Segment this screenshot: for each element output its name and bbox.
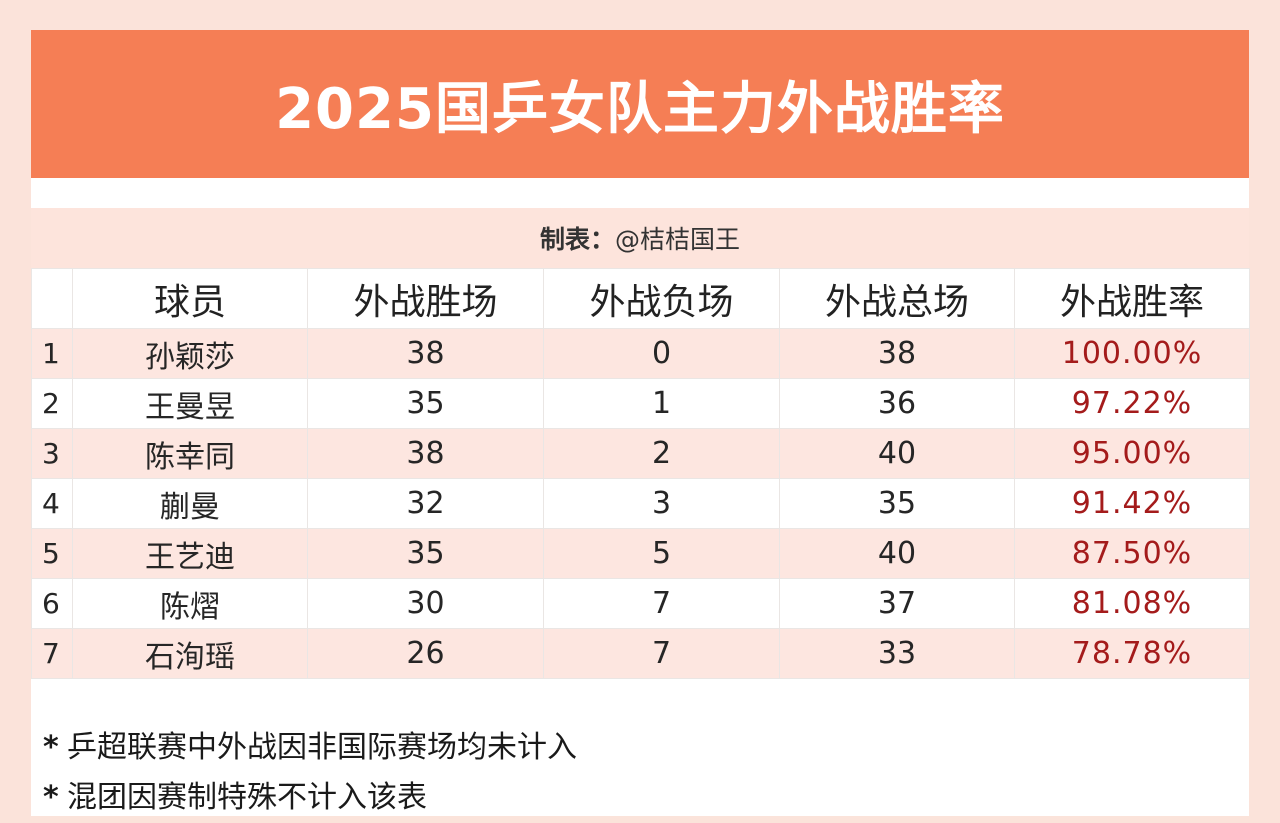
cell-wins: 32 — [307, 478, 544, 529]
cell-player: 蒯曼 — [72, 478, 308, 529]
cell-player: 陈幸同 — [72, 428, 308, 479]
cell-player: 王艺迪 — [72, 528, 308, 579]
header-rate: 外战胜率 — [1014, 268, 1250, 329]
cell-player: 陈熠 — [72, 578, 308, 629]
header-player: 球员 — [72, 268, 308, 329]
cell-losses: 7 — [543, 578, 780, 629]
cell-wins: 38 — [307, 428, 544, 479]
cell-rank: 1 — [31, 328, 73, 379]
table-header-row: 球员 外战胜场 外战负场 外战总场 外战胜率 — [31, 268, 1250, 329]
stats-card: 2025国乒女队主力外战胜率 制表： @桔桔国王 球员 外战胜场 外战负场 外战… — [31, 30, 1250, 816]
cell-rate: 100.00% — [1014, 328, 1250, 379]
cell-rate: 95.00% — [1014, 428, 1250, 479]
cell-rank: 2 — [31, 378, 73, 429]
cell-rank: 3 — [31, 428, 73, 479]
credit-author: @桔桔国王 — [615, 225, 741, 254]
cell-player: 孙颖莎 — [72, 328, 308, 379]
cell-total: 33 — [779, 628, 1015, 679]
header-wins: 外战胜场 — [307, 268, 544, 329]
credit-line: 制表： @桔桔国王 — [31, 208, 1249, 268]
cell-total: 40 — [779, 428, 1015, 479]
credit-label: 制表： — [539, 225, 615, 254]
cell-total: 37 — [779, 578, 1015, 629]
credit-band — [31, 208, 1249, 268]
footnote-bullet: * — [43, 730, 59, 765]
cell-player: 王曼昱 — [72, 378, 308, 429]
footnote: * 乒超联赛中外战因非国际赛场均未计入 — [43, 723, 577, 773]
table-row: 7 石洵瑶 26 7 33 78.78% — [31, 628, 1250, 679]
header-total: 外战总场 — [779, 268, 1015, 329]
cell-rank: 5 — [31, 528, 73, 579]
footnote-bullet: * — [43, 780, 59, 815]
table-row: 6 陈熠 30 7 37 81.08% — [31, 578, 1250, 629]
cell-losses: 0 — [543, 328, 780, 379]
cell-total: 40 — [779, 528, 1015, 579]
cell-losses: 1 — [543, 378, 780, 429]
table-row: 1 孙颖莎 38 0 38 100.00% — [31, 328, 1250, 379]
table-row: 5 王艺迪 35 5 40 87.50% — [31, 528, 1250, 579]
cell-total: 38 — [779, 328, 1015, 379]
table-row: 4 蒯曼 32 3 35 91.42% — [31, 478, 1250, 529]
header-losses: 外战负场 — [543, 268, 780, 329]
cell-rate: 87.50% — [1014, 528, 1250, 579]
cell-wins: 35 — [307, 528, 544, 579]
cell-wins: 26 — [307, 628, 544, 679]
cell-rank: 6 — [31, 578, 73, 629]
cell-wins: 38 — [307, 328, 544, 379]
footnote: * 混团因赛制特殊不计入该表 — [43, 773, 577, 823]
table-row: 2 王曼昱 35 1 36 97.22% — [31, 378, 1250, 429]
cell-rate: 97.22% — [1014, 378, 1250, 429]
cell-rank: 4 — [31, 478, 73, 529]
cell-losses: 2 — [543, 428, 780, 479]
cell-losses: 5 — [543, 528, 780, 579]
win-rate-table: 球员 外战胜场 外战负场 外战总场 外战胜率 1 孙颖莎 38 0 38 100… — [31, 268, 1250, 679]
page-title: 2025国乒女队主力外战胜率 — [275, 76, 1005, 142]
title-banner: 2025国乒女队主力外战胜率 — [31, 30, 1249, 178]
footnote-text: 乒超联赛中外战因非国际赛场均未计入 — [67, 730, 577, 765]
cell-player: 石洵瑶 — [72, 628, 308, 679]
cell-rate: 81.08% — [1014, 578, 1250, 629]
table-row: 3 陈幸同 38 2 40 95.00% — [31, 428, 1250, 479]
footnote-text: 混团因赛制特殊不计入该表 — [67, 780, 427, 815]
cell-rate: 78.78% — [1014, 628, 1250, 679]
cell-total: 35 — [779, 478, 1015, 529]
cell-wins: 30 — [307, 578, 544, 629]
cell-rank: 7 — [31, 628, 73, 679]
cell-rate: 91.42% — [1014, 478, 1250, 529]
cell-total: 36 — [779, 378, 1015, 429]
cell-losses: 7 — [543, 628, 780, 679]
header-rank — [31, 268, 73, 329]
footnotes: * 乒超联赛中外战因非国际赛场均未计入 * 混团因赛制特殊不计入该表 — [43, 723, 577, 823]
cell-wins: 35 — [307, 378, 544, 429]
cell-losses: 3 — [543, 478, 780, 529]
